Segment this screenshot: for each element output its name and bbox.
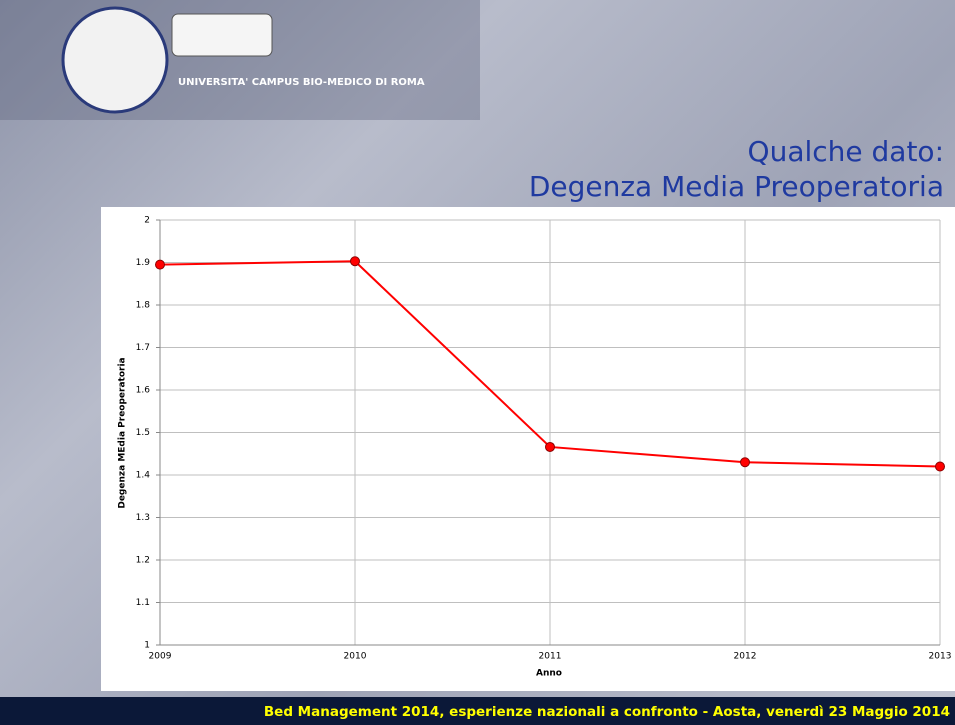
y-tick-label: 2 (144, 216, 150, 226)
x-tick-label: 2010 (344, 652, 367, 662)
y-axis-label: Degenza MEdia Preoperatoria (118, 357, 128, 508)
university-name: UNIVERSITA' CAMPUS BIO-MEDICO DI ROMA (178, 77, 425, 88)
data-point (935, 461, 945, 472)
x-axis-label: Anno (536, 669, 562, 679)
y-tick-label: 1.3 (136, 513, 150, 523)
university-logo (61, 6, 169, 114)
footer-band (0, 697, 955, 725)
data-point (545, 441, 555, 452)
data-point (740, 457, 750, 468)
y-tick-label: 1.7 (136, 343, 150, 353)
y-tick-label: 1.6 (136, 386, 151, 396)
chart-area (101, 207, 955, 691)
data-point (155, 259, 165, 270)
y-tick-label: 1.4 (136, 471, 151, 481)
usl-logo (171, 13, 273, 57)
footer-text: Bed Management 2014, esperienze nazional… (264, 704, 950, 720)
chart-title: Qualche dato: (748, 135, 944, 168)
data-point (350, 256, 360, 267)
chart-subtitle: Degenza Media Preoperatoria (529, 170, 944, 203)
y-tick-label: 1.5 (136, 428, 150, 438)
x-tick-label: 2013 (929, 652, 952, 662)
y-tick-label: 1.2 (136, 556, 150, 566)
x-tick-label: 2012 (734, 652, 757, 662)
x-tick-label: 2009 (149, 652, 172, 662)
y-tick-label: 1 (144, 641, 150, 651)
y-tick-label: 1.1 (136, 598, 150, 608)
x-tick-label: 2011 (539, 652, 562, 662)
y-tick-label: 1.8 (136, 301, 151, 311)
y-tick-label: 1.9 (136, 258, 151, 268)
